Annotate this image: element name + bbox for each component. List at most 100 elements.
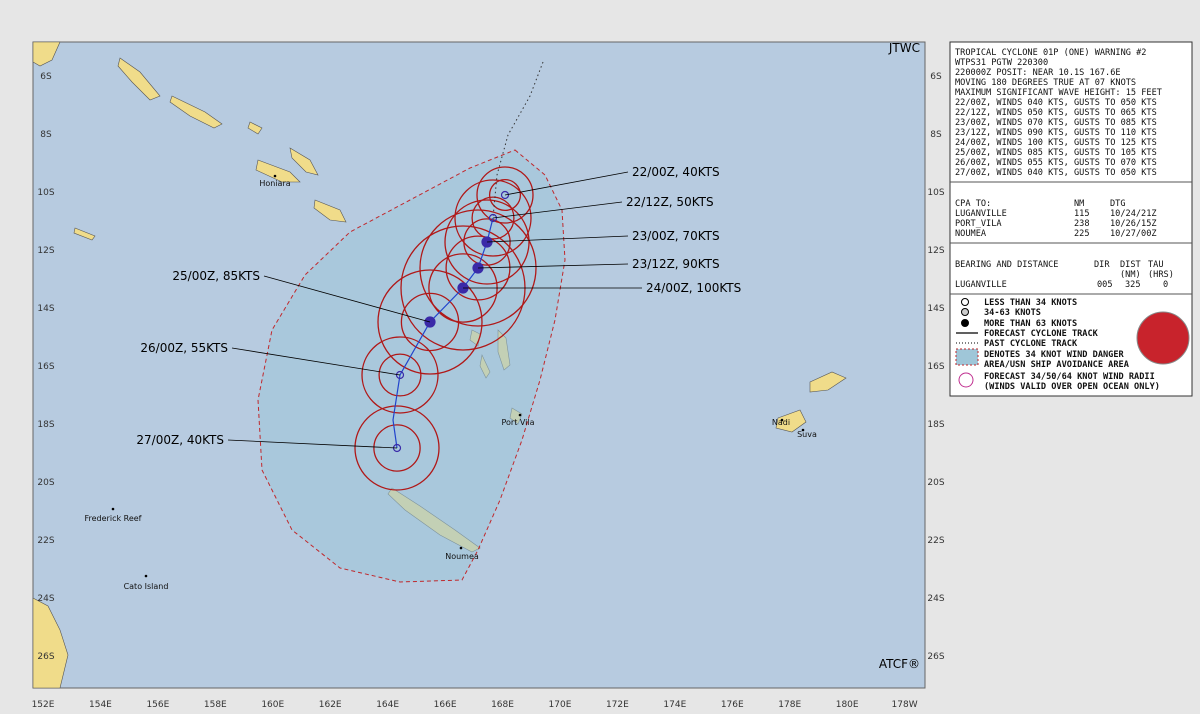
bearing-cell: LUGANVILLE [955, 280, 1007, 290]
legend-item: LESS THAN 34 KNOTS [984, 298, 1077, 308]
lon-label: 162E [319, 700, 342, 710]
place-dot [780, 418, 784, 422]
lon-label: 152E [32, 700, 55, 710]
lat-label: 12S [927, 246, 944, 256]
warning-line: 27/00Z, WINDS 040 KTS, GUSTS TO 050 KTS [955, 168, 1157, 178]
warning-line: 23/12Z, WINDS 090 KTS, GUSTS TO 110 KTS [955, 128, 1157, 138]
leader [492, 201, 623, 219]
place-label: Cato Island [124, 582, 169, 591]
lon-label: 174E [663, 700, 686, 710]
lon-label: 178E [778, 700, 801, 710]
lat-label: 22S [927, 536, 944, 546]
legend-symbol [958, 372, 974, 388]
cpa-cell: 115 [1074, 209, 1090, 219]
warning-line: MOVING 180 DEGREES TRUE AT 07 KNOTS [955, 78, 1136, 88]
leader [227, 439, 398, 449]
legend-symbol [961, 319, 969, 327]
lat-label: 14S [37, 304, 54, 314]
bearing-header: BEARING AND DISTANCE [955, 260, 1058, 270]
place-dot [459, 546, 463, 550]
cpa-header: CPA TO: [955, 199, 991, 209]
legend-item: (WINDS VALID OVER OPEN OCEAN ONLY) [984, 382, 1160, 392]
bearing-header: TAU [1148, 260, 1164, 270]
wind-radius [454, 179, 532, 257]
leader [263, 275, 431, 323]
lat-label: 26S [927, 652, 944, 662]
leader [486, 235, 629, 243]
legend-item: FORECAST 34/50/64 KNOT WIND RADII [984, 372, 1155, 382]
forecast-label: 23/12Z, 90KTS [632, 257, 720, 271]
legend-symbol [961, 308, 969, 316]
place-dot [273, 174, 277, 178]
lon-label: 168E [491, 700, 514, 710]
forecast-label: 25/00Z, 85KTS [172, 269, 260, 283]
place-label: Suva [797, 430, 817, 439]
wind-radius [419, 209, 537, 327]
lon-label: 170E [549, 700, 572, 710]
warning-line: 220000Z POSIT: NEAR 10.1S 167.6E [955, 68, 1121, 78]
place-dot [144, 574, 148, 578]
bearing-cell: 005 [1097, 280, 1113, 290]
bearing-header: DIR [1094, 260, 1110, 270]
lat-label: 14S [927, 304, 944, 314]
warning-line: 25/00Z, WINDS 085 KTS, GUSTS TO 105 KTS [955, 148, 1157, 158]
lon-label: 154E [89, 700, 112, 710]
legend-item: PAST CYCLONE TRACK [984, 339, 1078, 349]
cpa-cell: NOUMEA [955, 229, 987, 239]
forecast-label: 22/12Z, 50KTS [626, 195, 714, 209]
lat-label: 16S [37, 362, 54, 372]
cpa-cell: 10/24/21Z [1110, 209, 1157, 219]
legend-item: DENOTES 34 KNOT WIND DANGER [984, 350, 1125, 360]
forecast-label: 24/00Z, 100KTS [646, 281, 741, 295]
forecast-point [395, 370, 405, 380]
bearing-cell: 0 [1163, 280, 1168, 290]
place-dot [518, 413, 522, 417]
wind-radius [377, 269, 483, 375]
place-label: Honiara [259, 179, 290, 188]
warning-line: WTPS31 PGTW 220300 [955, 58, 1048, 68]
legend-item: 34-63 KNOTS [984, 308, 1041, 318]
wind-radius [361, 336, 439, 414]
lat-label: 6S [40, 72, 52, 82]
forecast-label: 22/00Z, 40KTS [632, 165, 720, 179]
place-label: Frederick Reef [85, 514, 142, 523]
panel-text: TROPICAL CYCLONE 01P (ONE) WARNING #2WTP… [955, 48, 1174, 392]
agency: JTWC [888, 41, 920, 55]
legend-item: MORE THAN 63 KNOTS [984, 319, 1077, 329]
warning-line: 22/00Z, WINDS 040 KTS, GUSTS TO 050 KTS [955, 98, 1157, 108]
warning-line: 23/00Z, WINDS 070 KTS, GUSTS TO 085 KTS [955, 118, 1157, 128]
lon-label: 164E [376, 700, 399, 710]
lat-label: 24S [927, 594, 944, 604]
cpa-cell: 10/26/15Z [1110, 219, 1157, 229]
warning-line: 24/00Z, WINDS 100 KTS, GUSTS TO 125 KTS [955, 138, 1157, 148]
forecast-label: 26/00Z, 55KTS [140, 341, 228, 355]
legend-item: FORECAST CYCLONE TRACK [984, 329, 1099, 339]
forecast-label: 23/00Z, 70KTS [632, 229, 720, 243]
place-label: Port Vila [501, 418, 534, 427]
lat-label: 18S [927, 420, 944, 430]
warning-line: MAXIMUM SIGNIFICANT WAVE HEIGHT: 15 FEET [955, 88, 1162, 98]
lon-label: 176E [721, 700, 744, 710]
bearing-unit: (NM) [1120, 270, 1141, 280]
cpa-header: DTG [1110, 199, 1126, 209]
lat-label: 20S [37, 478, 54, 488]
jtwc-seal [1136, 311, 1190, 365]
wind-radius [471, 196, 515, 240]
forecast-point [500, 190, 510, 200]
lon-label: 156E [146, 700, 169, 710]
cpa-cell: 238 [1074, 219, 1090, 229]
leader [231, 347, 401, 376]
cpa-header: NM [1074, 199, 1084, 209]
wind-radius [476, 166, 534, 224]
wind-radius [463, 218, 511, 266]
place-label: Nadi [772, 418, 790, 427]
wind-radius [400, 292, 460, 352]
wind-radius [378, 353, 422, 397]
lat-label: 20S [927, 478, 944, 488]
place-label: Noumea [445, 552, 479, 561]
warning-line: TROPICAL CYCLONE 01P (ONE) WARNING #2 [955, 48, 1146, 58]
wind-radius [354, 405, 440, 491]
lon-label: 160E [261, 700, 284, 710]
